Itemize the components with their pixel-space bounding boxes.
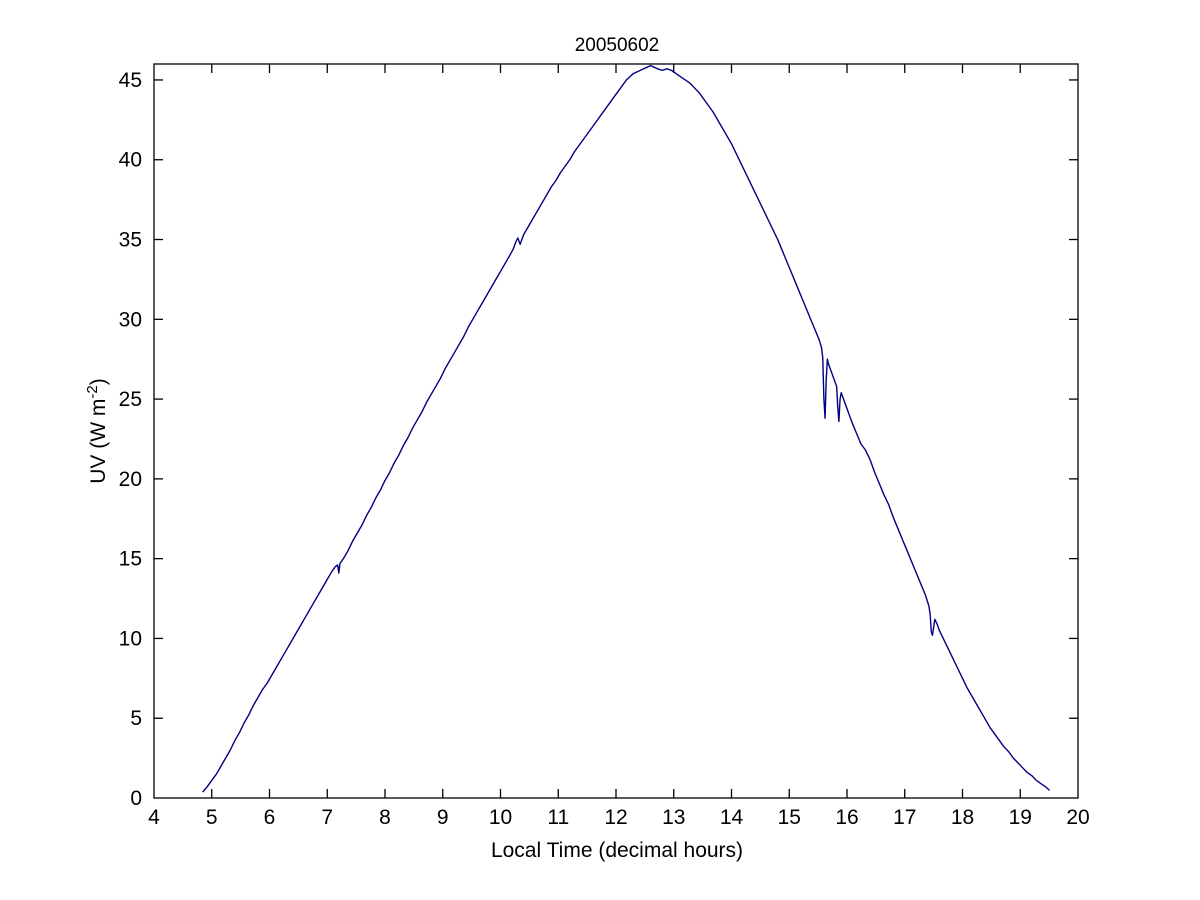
x-tick-label: 9 [437, 806, 449, 829]
x-tick-label: 18 [951, 806, 974, 829]
x-tick-label: 7 [321, 806, 333, 829]
x-tick-label: 20 [1066, 806, 1089, 829]
y-tick-label: 25 [119, 388, 142, 411]
x-tick-label: 12 [604, 806, 627, 829]
axes-frame [153, 63, 1079, 799]
y-axis-label-close: ) [87, 378, 110, 385]
y-tick-label: 20 [119, 468, 142, 491]
y-tick-label: 5 [130, 707, 142, 730]
y-axis-label: UV (W m-2) [84, 378, 110, 484]
x-axis-ticks: 4 5 6 7 8 9 10 11 12 13 14 15 16 17 18 19 20 [148, 64, 1090, 829]
y-tick-label: 30 [119, 308, 142, 331]
x-tick-label: 13 [662, 806, 685, 829]
y-tick-label: 0 [130, 787, 142, 810]
x-tick-label: 6 [264, 806, 276, 829]
x-tick-label: 5 [206, 806, 218, 829]
y-tick-label: 10 [119, 627, 142, 650]
x-tick-label: 8 [379, 806, 391, 829]
y-tick-label: 40 [119, 149, 142, 172]
y-tick-label: 35 [119, 229, 142, 252]
x-tick-label: 16 [835, 806, 858, 829]
x-tick-label: 19 [1009, 806, 1032, 829]
x-tick-label: 11 [547, 806, 569, 829]
chart-title: 20050602 [575, 35, 660, 56]
x-tick-label: 10 [489, 806, 512, 829]
y-axis-label-exponent: -2 [84, 385, 101, 398]
x-tick-label: 14 [720, 806, 744, 829]
x-tick-label: 4 [148, 806, 160, 829]
y-tick-label: 15 [119, 548, 142, 571]
y-axis-ticks: 0 5 10 15 20 25 30 35 40 45 [119, 69, 1078, 810]
data-series-uv-irradiance [202, 64, 1050, 793]
y-tick-label: 45 [119, 69, 142, 92]
x-tick-label: 15 [778, 806, 801, 829]
x-axis-label: Local Time (decimal hours) [491, 839, 743, 862]
y-axis-label-base: UV (W m [87, 399, 110, 484]
svg-text:UV (W m-2): UV (W m-2) [84, 378, 110, 484]
x-tick-label: 17 [893, 806, 916, 829]
